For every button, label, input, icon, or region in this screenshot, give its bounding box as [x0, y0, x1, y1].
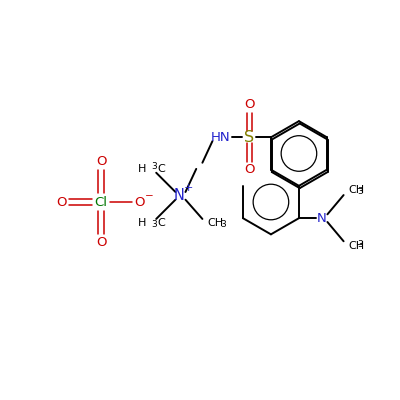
Text: H: H	[138, 164, 146, 174]
Text: −: −	[144, 191, 153, 201]
Text: 3: 3	[220, 220, 226, 229]
Text: CH: CH	[348, 241, 364, 251]
Text: Cl: Cl	[94, 196, 108, 208]
Text: 3: 3	[151, 220, 156, 230]
Text: CH: CH	[348, 186, 364, 196]
Text: C: C	[157, 164, 165, 174]
Text: 3: 3	[358, 240, 364, 249]
Text: HN: HN	[210, 131, 230, 144]
Text: O: O	[134, 196, 145, 208]
Text: N: N	[317, 212, 327, 225]
Text: +: +	[184, 183, 193, 193]
Text: 3: 3	[358, 188, 364, 196]
Text: 3: 3	[151, 162, 156, 171]
Text: O: O	[244, 163, 255, 176]
Text: C: C	[157, 218, 165, 228]
Text: S: S	[244, 130, 254, 145]
Text: N: N	[174, 188, 185, 203]
Text: O: O	[56, 196, 66, 208]
Text: O: O	[244, 98, 255, 112]
Text: O: O	[96, 156, 106, 168]
Text: H: H	[138, 218, 146, 228]
Text: O: O	[96, 236, 106, 248]
Text: CH: CH	[208, 218, 224, 228]
